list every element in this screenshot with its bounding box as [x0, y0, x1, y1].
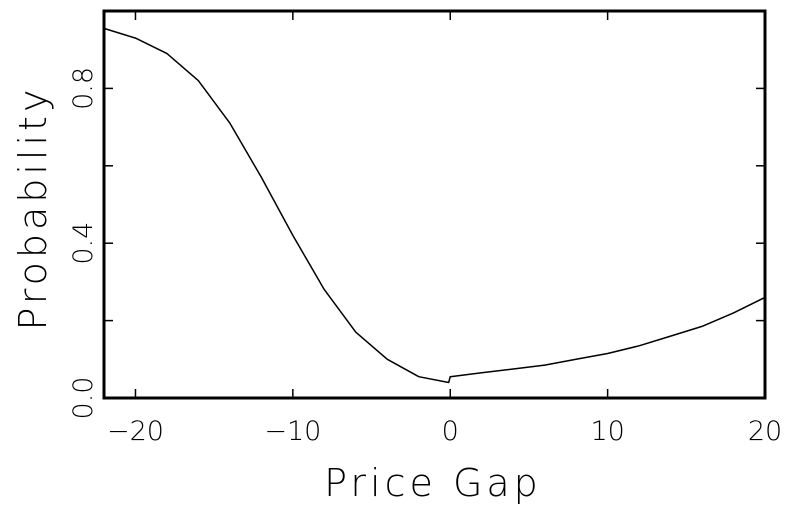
y-tick-label: 0.0 [68, 377, 99, 420]
plot-area: −20 −10 0 10 20 0.0 0.4 0.8 [68, 9, 782, 447]
series-line [103, 27, 766, 384]
x-axis-title: Price Gap [324, 461, 542, 505]
x-tick-label: 20 [748, 416, 782, 447]
x-tick-label: −20 [107, 416, 164, 447]
y-tick-label: 0.4 [68, 222, 99, 265]
x-tick-label: −10 [264, 416, 321, 447]
x-tick-label: 0 [442, 416, 459, 447]
x-tick-label: 10 [590, 416, 624, 447]
y-tick-label: 0.8 [68, 67, 99, 110]
plot-frame [102, 9, 767, 400]
y-axis-title: Probability [11, 86, 55, 331]
